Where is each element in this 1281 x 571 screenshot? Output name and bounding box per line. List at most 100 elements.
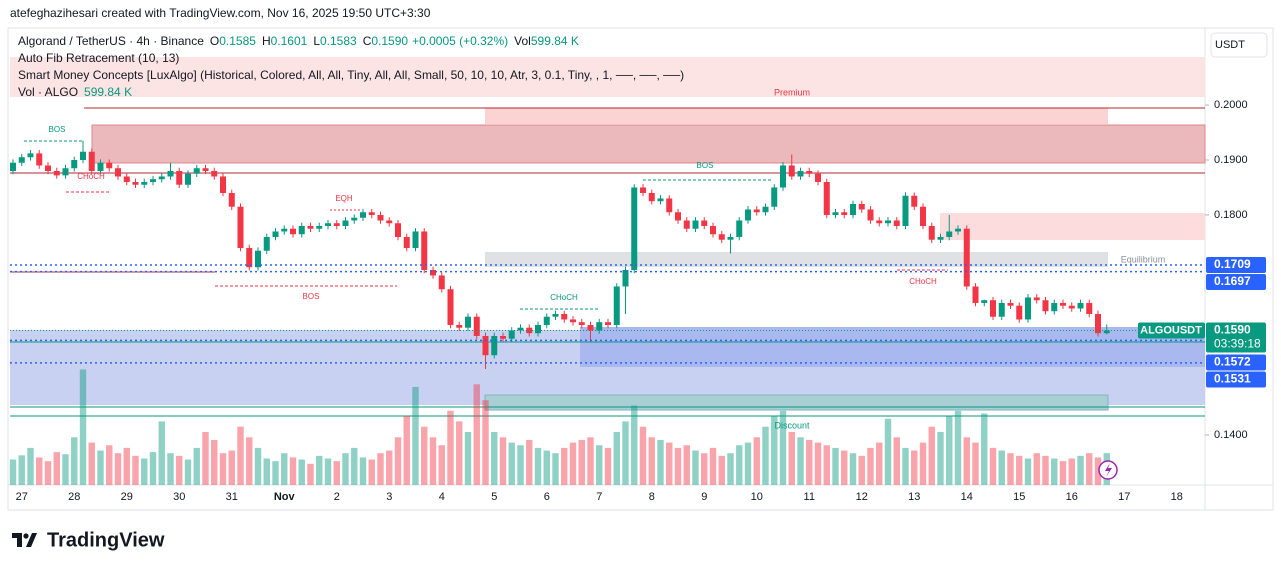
volume-bar — [771, 416, 778, 485]
candle-body — [928, 225, 935, 240]
candle-body — [255, 250, 261, 268]
volume-bar — [823, 445, 830, 485]
volume-bar — [9, 459, 17, 485]
candle-body — [290, 228, 296, 235]
volume-bar — [316, 455, 323, 485]
candle-body — [1016, 305, 1023, 320]
volume-bar — [237, 426, 244, 485]
candle-body — [937, 236, 944, 240]
x-tick-label: 9 — [701, 491, 707, 503]
volume-bar — [989, 447, 997, 485]
x-tick-label: 18 — [1171, 491, 1183, 503]
volume-bar — [298, 459, 305, 485]
x-tick-label: 3 — [386, 491, 392, 503]
candle-body — [517, 327, 524, 331]
volume-bar — [438, 445, 445, 485]
volume-bar — [736, 445, 743, 485]
volume-bar — [946, 416, 953, 485]
volume-bar — [429, 437, 437, 485]
x-tick-label: 6 — [544, 491, 550, 503]
volume-bar — [928, 426, 935, 485]
candle-body — [220, 176, 226, 193]
symbol-name: ALGOUSDT — [1140, 324, 1202, 336]
volume-bar — [79, 369, 87, 485]
candle-body — [841, 212, 848, 215]
volume-bar — [954, 410, 962, 485]
candle-body — [176, 170, 183, 185]
candle-body — [150, 179, 156, 182]
candle-body — [351, 217, 358, 221]
volume-bar — [473, 384, 480, 485]
volume-bar — [62, 454, 69, 485]
candle-body — [727, 236, 734, 240]
candle-body — [570, 319, 576, 323]
candle-body — [701, 220, 708, 226]
candle-body — [316, 225, 323, 229]
x-tick-label: 4 — [439, 491, 445, 503]
x-tick-label: 7 — [596, 491, 602, 503]
currency-button[interactable] — [1210, 32, 1268, 58]
currency[interactable]: USDT — [1215, 39, 1245, 51]
volume-bar — [841, 450, 848, 485]
volume-bar — [963, 437, 970, 485]
structure-label: CHoCH — [77, 172, 105, 181]
candle-body — [657, 198, 664, 202]
x-tick-label: 8 — [649, 491, 655, 503]
candle-body — [587, 324, 594, 331]
candle-body — [998, 302, 1005, 317]
volume-bar — [307, 463, 314, 485]
premium-band — [485, 108, 1108, 124]
volume-bar — [639, 426, 647, 485]
candle-body — [1068, 305, 1075, 309]
volume-bar — [1016, 455, 1023, 485]
volume-bar — [359, 457, 367, 485]
alert-icon-bolt — [1105, 463, 1112, 477]
volume-bar — [167, 453, 174, 485]
volume-bar — [228, 450, 235, 485]
candle-body — [377, 214, 384, 221]
candle-body — [281, 228, 288, 232]
frame — [7, 27, 1274, 511]
volume-bar — [351, 447, 358, 485]
volume-bar — [596, 445, 603, 485]
volume-indicator: Vol · ALGO — [18, 85, 78, 99]
symbol-badge — [1138, 322, 1205, 339]
volume-bar — [998, 450, 1005, 485]
legend-symbol: Algorand / TetherUS · 4h · Binance — [18, 34, 204, 48]
candle-body — [141, 181, 148, 185]
volume-bar — [919, 442, 927, 485]
volume-indicator-value: 599.84 K — [84, 85, 132, 99]
candle-body — [36, 153, 43, 166]
y-tick-label: 0.1900 — [1214, 154, 1248, 166]
volume-bar — [622, 421, 629, 485]
candle-body — [745, 209, 751, 221]
candle-body — [605, 322, 611, 325]
candle-body — [1051, 302, 1058, 312]
candle-body — [1042, 300, 1049, 312]
volume-bar — [132, 455, 139, 485]
volume-bar — [246, 437, 253, 485]
candle-body — [797, 170, 804, 177]
candle-body — [1095, 313, 1101, 334]
y-tick-label: 0.2000 — [1214, 99, 1248, 111]
brand: TradingView — [47, 529, 165, 551]
candle-body — [456, 324, 463, 328]
volume-bar — [508, 442, 515, 485]
x-tick-label: 11 — [804, 491, 815, 503]
volume-bar — [578, 439, 585, 485]
volume-bar — [342, 453, 349, 485]
ohlc-value: 0.1583 — [320, 34, 357, 48]
candle-body — [631, 187, 638, 270]
volume-bar — [44, 461, 52, 485]
candle-body — [736, 220, 743, 237]
structure-label: CHoCH — [550, 293, 578, 302]
candle-body — [640, 187, 646, 193]
candle-body — [307, 225, 314, 229]
candle-body — [990, 300, 996, 317]
ohlc-key: H — [262, 34, 271, 48]
candle-body — [71, 159, 78, 169]
candle-body — [815, 173, 821, 182]
supply-zone — [91, 124, 1206, 164]
candle-body — [53, 170, 60, 176]
